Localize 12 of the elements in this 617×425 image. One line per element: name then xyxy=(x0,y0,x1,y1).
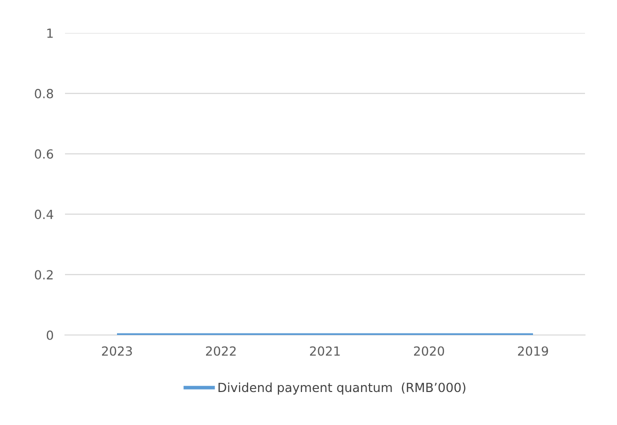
y-tick-label: 0 xyxy=(46,330,54,340)
x-tick-label: 2021 xyxy=(310,346,340,356)
y-tick-label: 1 xyxy=(47,28,53,38)
y-tick-label: 0.6 xyxy=(34,149,54,159)
legend-label: Dividend payment quantum (RMB’000) xyxy=(218,382,466,395)
x-tick-label: 2022 xyxy=(206,346,236,356)
x-tick-label: 2023 xyxy=(102,346,132,356)
y-tick-label: 0.4 xyxy=(34,210,54,220)
x-tick-label: 2020 xyxy=(414,346,444,356)
y-tick-label: 0.2 xyxy=(34,270,53,280)
x-tick-label: 2019 xyxy=(518,346,548,356)
y-tick-label: 0.8 xyxy=(34,88,54,98)
